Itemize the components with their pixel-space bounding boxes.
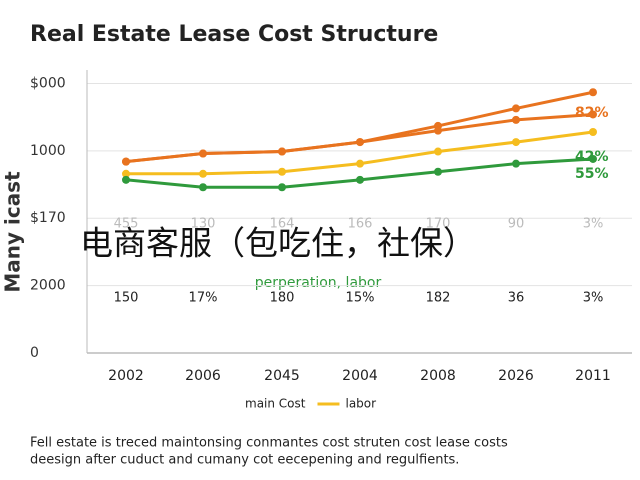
x-tick-label: 2002 bbox=[108, 368, 144, 384]
data-point bbox=[589, 88, 597, 97]
table-cell: 180 bbox=[270, 291, 295, 306]
table-cell: 3% bbox=[583, 291, 604, 306]
end-label: 42% bbox=[575, 149, 609, 165]
data-point bbox=[434, 147, 442, 156]
data-point bbox=[199, 149, 207, 158]
table-cell: 130 bbox=[191, 217, 216, 232]
data-point bbox=[512, 115, 520, 124]
table-cell: 90 bbox=[508, 217, 525, 232]
table-cell: 455 bbox=[114, 217, 139, 232]
table-cell: 15% bbox=[346, 291, 375, 306]
x-tick-label: 2045 bbox=[264, 368, 300, 384]
data-point bbox=[122, 157, 130, 166]
data-point bbox=[278, 167, 286, 176]
data-point bbox=[356, 159, 364, 168]
x-tick-label: 2011 bbox=[575, 368, 611, 384]
data-point bbox=[122, 169, 130, 178]
table-cell: 17% bbox=[189, 291, 218, 306]
y-tick-label: 0 bbox=[30, 345, 39, 361]
data-point bbox=[199, 169, 207, 178]
data-point bbox=[356, 175, 364, 184]
y-axis-title: Many icast bbox=[1, 171, 25, 293]
data-point bbox=[589, 110, 597, 119]
data-point bbox=[434, 126, 442, 135]
data-point bbox=[199, 183, 207, 192]
legend-label: labor bbox=[345, 397, 376, 411]
table-cell: 150 bbox=[114, 291, 139, 306]
overlay-text: 电商客服（包吃住，社保） bbox=[80, 224, 476, 263]
caption: deesign after cuduct and cumany cot eece… bbox=[30, 453, 459, 468]
table-cell: 166 bbox=[348, 217, 373, 232]
data-point bbox=[278, 183, 286, 192]
y-tick-label: $170 bbox=[30, 210, 66, 226]
x-tick-label: 2004 bbox=[342, 368, 378, 384]
chart-title: Real Estate Lease Cost Structure bbox=[30, 22, 438, 47]
data-point bbox=[589, 127, 597, 136]
table-cell: 3% bbox=[583, 217, 604, 232]
data-point bbox=[512, 138, 520, 147]
x-tick-label: 2006 bbox=[185, 368, 221, 384]
x-tick-label: 2026 bbox=[498, 368, 534, 384]
table-cell: 182 bbox=[426, 291, 451, 306]
table-cell: 164 bbox=[270, 217, 295, 232]
table-cell: 170 bbox=[426, 217, 451, 232]
end-label: 82% bbox=[575, 105, 609, 121]
annotation: perperation, labor bbox=[255, 275, 382, 291]
data-point bbox=[356, 138, 364, 147]
y-tick-label: 1000 bbox=[30, 143, 66, 159]
caption: Fell estate is treced maintonsing conman… bbox=[30, 436, 508, 451]
table-cell: 36 bbox=[508, 291, 525, 306]
y-tick-label: 2000 bbox=[30, 278, 66, 294]
y-tick-label: $000 bbox=[30, 75, 66, 91]
data-point bbox=[512, 159, 520, 168]
data-point bbox=[122, 175, 130, 184]
data-point bbox=[589, 154, 597, 163]
data-point bbox=[434, 167, 442, 176]
data-point bbox=[278, 147, 286, 156]
legend-label: main Cost bbox=[245, 397, 306, 411]
end-label: 55% bbox=[575, 166, 609, 182]
x-tick-label: 2008 bbox=[420, 368, 456, 384]
series-line bbox=[125, 112, 594, 164]
data-point bbox=[512, 104, 520, 113]
